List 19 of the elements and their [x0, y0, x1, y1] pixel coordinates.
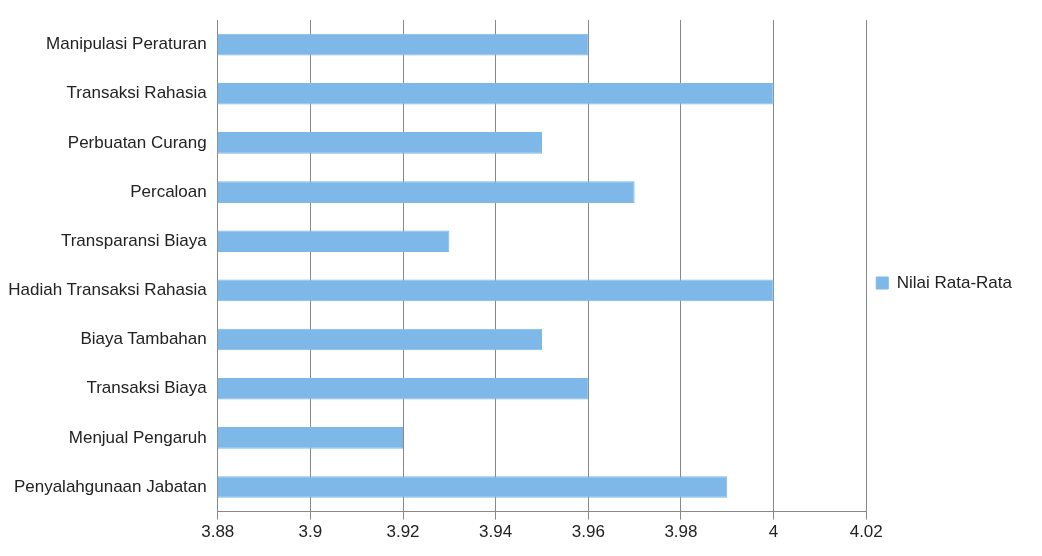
y-tick-label: Transaksi Biaya	[86, 378, 208, 398]
y-tick-label: Biaya Tambahan	[80, 329, 207, 349]
legend-label: Nilai Rata-Rata	[896, 272, 1013, 292]
y-tick-label: Transaksi Rahasia	[66, 83, 208, 103]
x-tick-label: 3.92	[386, 522, 420, 542]
x-tick-label: 3.9	[298, 522, 323, 542]
y-tick-label: Manipulasi Peraturan	[46, 34, 207, 54]
y-tick-label: Percaloan	[130, 181, 207, 201]
x-tick-label: 3.98	[664, 522, 698, 542]
y-tick-label: Penyalahgunaan Jabatan	[13, 476, 207, 496]
x-tick-label: 3.88	[201, 522, 235, 542]
x-tick-label: 3.94	[479, 522, 513, 542]
x-tick-label: 4	[768, 522, 779, 542]
y-tick-label: Menjual Pengaruh	[68, 427, 207, 447]
y-tick-label: Perbuatan Curang	[67, 132, 207, 152]
y-tick-label: Hadiah Transaksi Rahasia	[8, 280, 208, 300]
x-tick-label: 3.96	[571, 522, 605, 542]
x-tick-label: 4.02	[849, 522, 883, 542]
y-tick-label: Transparansi Biaya	[60, 230, 208, 250]
